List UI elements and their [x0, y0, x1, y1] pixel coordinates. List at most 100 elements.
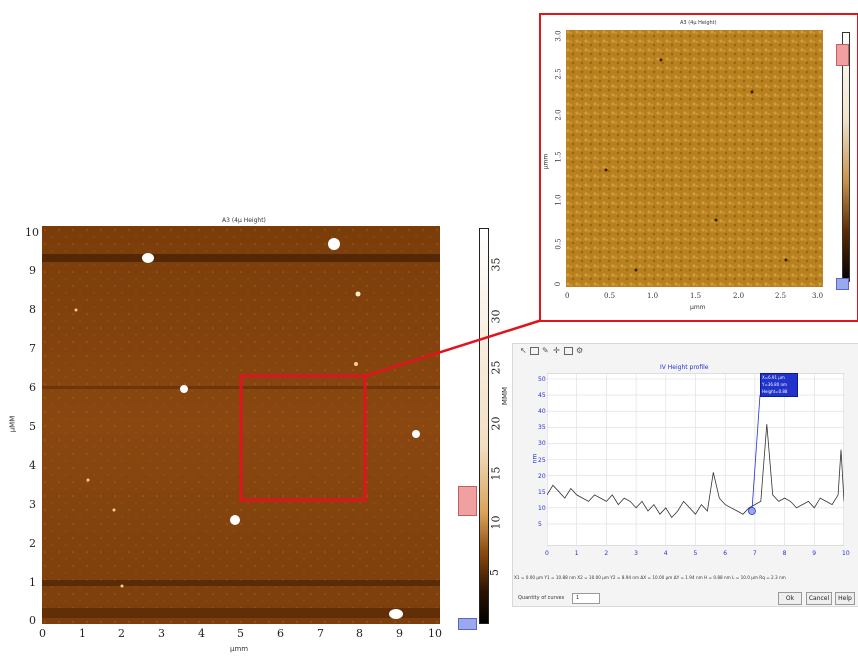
x-tick: 4 [198, 627, 205, 640]
tooltip-line: Height=0.88 [762, 389, 788, 394]
profile-chart[interactable] [547, 373, 844, 546]
y-tick: 2.5 [554, 68, 563, 80]
x-tick: 3 [634, 550, 638, 557]
x-tick: 9 [396, 627, 403, 640]
x-tick: 10 [842, 550, 850, 557]
x-tick: 1.0 [647, 292, 659, 300]
y-tick: 0.5 [554, 238, 563, 250]
x-tick: 0.5 [604, 292, 616, 300]
tooltip-line: Y=36.80 nm [762, 382, 787, 387]
x-tick: 8 [356, 627, 363, 640]
y-tick: 10 [538, 504, 546, 512]
ok-button[interactable]: Ok [778, 592, 802, 605]
y-tick: 7 [29, 342, 36, 355]
x-tick: 9 [812, 550, 817, 557]
profile-y-axis-label: nm [531, 453, 539, 464]
y-tick: 1 [29, 576, 36, 589]
y-tick: 25 [538, 456, 546, 464]
x-tick: 7 [317, 627, 324, 640]
y-tick: 20 [538, 472, 546, 480]
x-tick: 2.0 [733, 292, 745, 300]
y-tick: 9 [29, 264, 36, 277]
roi-connector-line [361, 318, 543, 379]
x-tick: 7 [752, 550, 757, 557]
roi-selection-box[interactable] [239, 374, 367, 502]
help-button[interactable]: Help [835, 592, 855, 605]
main-x-axis-label: µmm [230, 645, 249, 653]
colorbar-tick: 10 [489, 515, 503, 530]
main-colorbar [479, 228, 489, 624]
profile-status-text: X1 = 0.00 µm Y1 = 10.88 nm X2 = 10.00 µm… [514, 575, 786, 580]
profile-tooltip: X=6.91 µm Y=36.80 nm Height=0.88 [760, 373, 798, 397]
x-tick: 10 [428, 627, 442, 640]
x-tick: 3.0 [812, 292, 824, 300]
settings-icon[interactable]: ⚙ [576, 346, 584, 355]
x-tick: 2.5 [775, 292, 787, 300]
y-tick: 0 [29, 614, 36, 627]
particle-marker [180, 385, 188, 393]
quantity-input[interactable]: 1 [572, 593, 600, 604]
y-tick: 50 [538, 376, 546, 383]
particle-marker [230, 515, 240, 525]
y-tick: 2.0 [554, 109, 563, 121]
y-tick: 6 [29, 381, 36, 394]
pencil-icon[interactable]: ✎ [542, 346, 549, 355]
x-tick: 4 [663, 550, 668, 557]
colorbar-tick: 15 [489, 466, 503, 481]
pointer-icon[interactable]: ↖ [520, 346, 527, 355]
main-afm-image[interactable] [42, 226, 440, 624]
particle-marker [328, 238, 340, 250]
colorbar-upper-marker[interactable] [458, 486, 477, 516]
colorbar-unit-label: MMM [501, 386, 510, 406]
x-tick: 5 [237, 627, 244, 640]
zoom-afm-image[interactable] [566, 30, 823, 287]
x-tick: 0 [565, 292, 570, 300]
zoom-image-title: A3 (4µ Height) [680, 20, 717, 26]
y-tick: 10 [25, 226, 39, 239]
x-tick: 6 [723, 550, 728, 557]
x-tick: 0 [39, 627, 46, 640]
main-y-axis-label: µMM [8, 415, 17, 433]
y-tick: 4 [29, 459, 36, 472]
zoom-colorbar-lower-marker[interactable] [836, 278, 849, 290]
x-tick: 8 [782, 550, 787, 557]
y-tick: 2 [29, 537, 36, 550]
profile-title: IV Height profile [660, 364, 709, 371]
zoom-colorbar [842, 32, 850, 282]
zoom-y-axis-label: µmm [542, 153, 550, 170]
y-tick: 40 [538, 408, 546, 416]
y-tick: 1.5 [554, 151, 563, 163]
particle-marker [142, 253, 154, 263]
y-tick: 1.0 [554, 194, 563, 206]
window-icon[interactable] [564, 347, 573, 355]
x-tick: 1 [79, 627, 86, 640]
x-tick: 1.5 [690, 292, 702, 300]
zoom-box-icon[interactable] [530, 347, 539, 355]
profile-cursor-marker[interactable] [748, 507, 756, 515]
particle-marker [389, 609, 403, 619]
y-tick: 5 [538, 520, 542, 528]
y-tick: 30 [538, 440, 546, 448]
zoom-colorbar-upper-marker[interactable] [836, 44, 849, 66]
colorbar-lower-marker[interactable] [458, 618, 477, 630]
colorbar-tick: 35 [489, 257, 503, 272]
x-tick: 1 [574, 550, 579, 557]
colorbar-tick: 5 [488, 569, 501, 576]
main-image-title: A3 (4µ Height) [222, 217, 266, 224]
quantity-label: Quantity of curves [518, 595, 565, 601]
particle-marker [412, 430, 420, 438]
cancel-button[interactable]: Cancel [806, 592, 832, 605]
tooltip-line: X=6.91 µm [762, 375, 785, 380]
y-tick: 35 [538, 424, 546, 432]
y-tick: 15 [538, 488, 546, 496]
y-tick: 5 [29, 420, 36, 433]
x-tick: 0 [545, 550, 549, 557]
y-tick: 45 [538, 392, 546, 400]
quantity-value: 1 [576, 595, 580, 601]
y-tick: 8 [29, 303, 36, 316]
x-tick: 6 [277, 627, 284, 640]
colorbar-tick: 20 [489, 416, 503, 431]
crosshair-icon[interactable]: ✛ [553, 346, 560, 355]
zoom-x-axis-label: µmm [690, 304, 706, 311]
x-tick: 2 [604, 550, 609, 557]
